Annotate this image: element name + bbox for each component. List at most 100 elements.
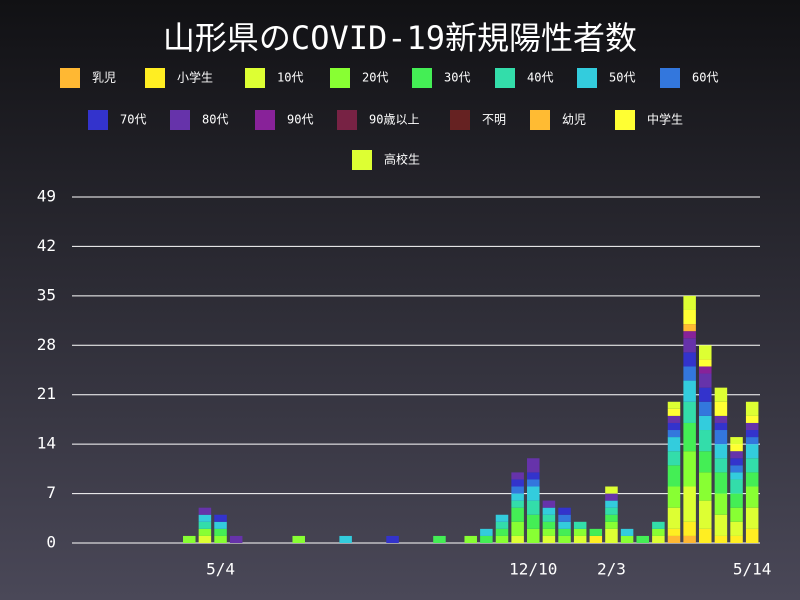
bar-segment bbox=[214, 535, 227, 543]
bar-segment bbox=[511, 521, 524, 536]
legend-swatch bbox=[412, 68, 432, 88]
legend-swatch bbox=[337, 110, 357, 130]
bar-segment bbox=[198, 535, 212, 543]
bar-segment bbox=[683, 352, 696, 367]
bar-segment bbox=[745, 528, 759, 543]
bar-segment bbox=[730, 465, 743, 473]
bar-segment bbox=[667, 528, 681, 536]
bar-segment bbox=[214, 521, 227, 529]
bar-segment bbox=[699, 451, 712, 473]
bar-segment bbox=[464, 535, 477, 543]
bar-segment bbox=[573, 528, 587, 536]
bar-segment bbox=[699, 528, 712, 543]
bar-segment bbox=[667, 401, 681, 409]
bar-segment bbox=[480, 535, 493, 543]
bar-segment bbox=[589, 535, 603, 543]
bar-segment bbox=[542, 507, 556, 515]
y-tick-label: 7 bbox=[46, 483, 56, 502]
x-tick-label: 5/4 bbox=[206, 560, 235, 579]
y-tick-label: 42 bbox=[37, 236, 56, 255]
legend-swatch bbox=[495, 68, 515, 88]
bar-segment bbox=[558, 507, 571, 515]
bar-segment bbox=[699, 387, 712, 402]
bar-segment bbox=[683, 521, 696, 536]
bar-segment bbox=[730, 479, 743, 494]
bar-segment bbox=[714, 430, 728, 445]
bar-segment bbox=[667, 465, 681, 487]
legend-label: 80代 bbox=[202, 113, 228, 127]
bar-segment bbox=[527, 458, 540, 473]
bar-segment bbox=[745, 415, 759, 423]
legend-swatch bbox=[615, 110, 635, 130]
bar-segment bbox=[667, 430, 681, 438]
bar-segment bbox=[495, 535, 509, 543]
bar-segment bbox=[527, 514, 540, 529]
chart-title: 山形県のCOVID-19新規陽性者数 bbox=[163, 19, 637, 57]
bar-segment bbox=[542, 500, 556, 508]
bar-segment bbox=[605, 514, 618, 522]
bar-segment bbox=[745, 472, 759, 487]
legend-label: 乳児 bbox=[92, 71, 116, 85]
bar-segment bbox=[730, 444, 743, 452]
bar-segment bbox=[542, 535, 556, 543]
legend-swatch bbox=[88, 110, 108, 130]
bar-segment bbox=[605, 521, 618, 529]
bar-segment bbox=[214, 514, 227, 522]
bar-segment bbox=[699, 472, 712, 501]
bar-segment bbox=[699, 359, 712, 367]
bar-segment bbox=[605, 507, 618, 515]
legend-swatch bbox=[145, 68, 165, 88]
bar-segment bbox=[511, 507, 524, 522]
bar-segment bbox=[511, 486, 524, 494]
bar-segment bbox=[198, 528, 212, 536]
legend-label: 10代 bbox=[277, 71, 303, 85]
x-tick-label: 2/3 bbox=[597, 560, 626, 579]
legend-swatch bbox=[330, 68, 350, 88]
bar-segment bbox=[667, 415, 681, 423]
bar-segment bbox=[573, 521, 587, 529]
bar-segment bbox=[667, 422, 681, 431]
bar-segment bbox=[683, 401, 696, 423]
bar-segment bbox=[683, 380, 696, 402]
bar-segment bbox=[292, 535, 305, 543]
legend-swatch bbox=[255, 110, 275, 130]
legend-swatch bbox=[530, 110, 550, 130]
bar-segment bbox=[667, 486, 681, 508]
bar-segment bbox=[667, 437, 681, 452]
bar-segment bbox=[683, 451, 696, 487]
y-tick-label: 49 bbox=[37, 187, 56, 206]
bar-segment bbox=[745, 444, 759, 459]
bar-segment bbox=[730, 493, 743, 508]
legend-label: 70代 bbox=[120, 113, 146, 127]
legend-swatch bbox=[660, 68, 680, 88]
legend-label: 90歳以上 bbox=[369, 113, 419, 127]
bar-segment bbox=[636, 535, 649, 543]
bar-segment bbox=[745, 430, 759, 438]
legend-label: 40代 bbox=[527, 71, 553, 85]
bar-segment bbox=[667, 535, 681, 543]
bar-segment bbox=[620, 528, 634, 536]
bar-segment bbox=[605, 500, 618, 508]
bar-segment bbox=[683, 338, 696, 353]
bar-segment bbox=[511, 535, 524, 543]
bar-segment bbox=[198, 514, 212, 522]
legend-label: 中学生 bbox=[647, 112, 683, 127]
y-tick-label: 35 bbox=[37, 285, 56, 304]
legend-label: 50代 bbox=[609, 71, 635, 85]
bar-segment bbox=[214, 528, 227, 536]
bar-segment bbox=[714, 444, 728, 459]
y-tick-label: 14 bbox=[37, 434, 56, 453]
bar-segment bbox=[714, 387, 728, 402]
bar-segment bbox=[714, 458, 728, 473]
bar-segment bbox=[605, 486, 618, 494]
bar-segment bbox=[589, 528, 603, 536]
y-tick-label: 0 bbox=[46, 533, 56, 552]
bar-segment bbox=[198, 507, 212, 515]
bar-segment bbox=[558, 528, 571, 536]
bar-segment bbox=[433, 535, 446, 543]
bar-segment bbox=[511, 472, 524, 480]
y-tick-label: 28 bbox=[37, 335, 56, 354]
bar-segment bbox=[511, 479, 524, 487]
bar-segment bbox=[652, 521, 665, 529]
